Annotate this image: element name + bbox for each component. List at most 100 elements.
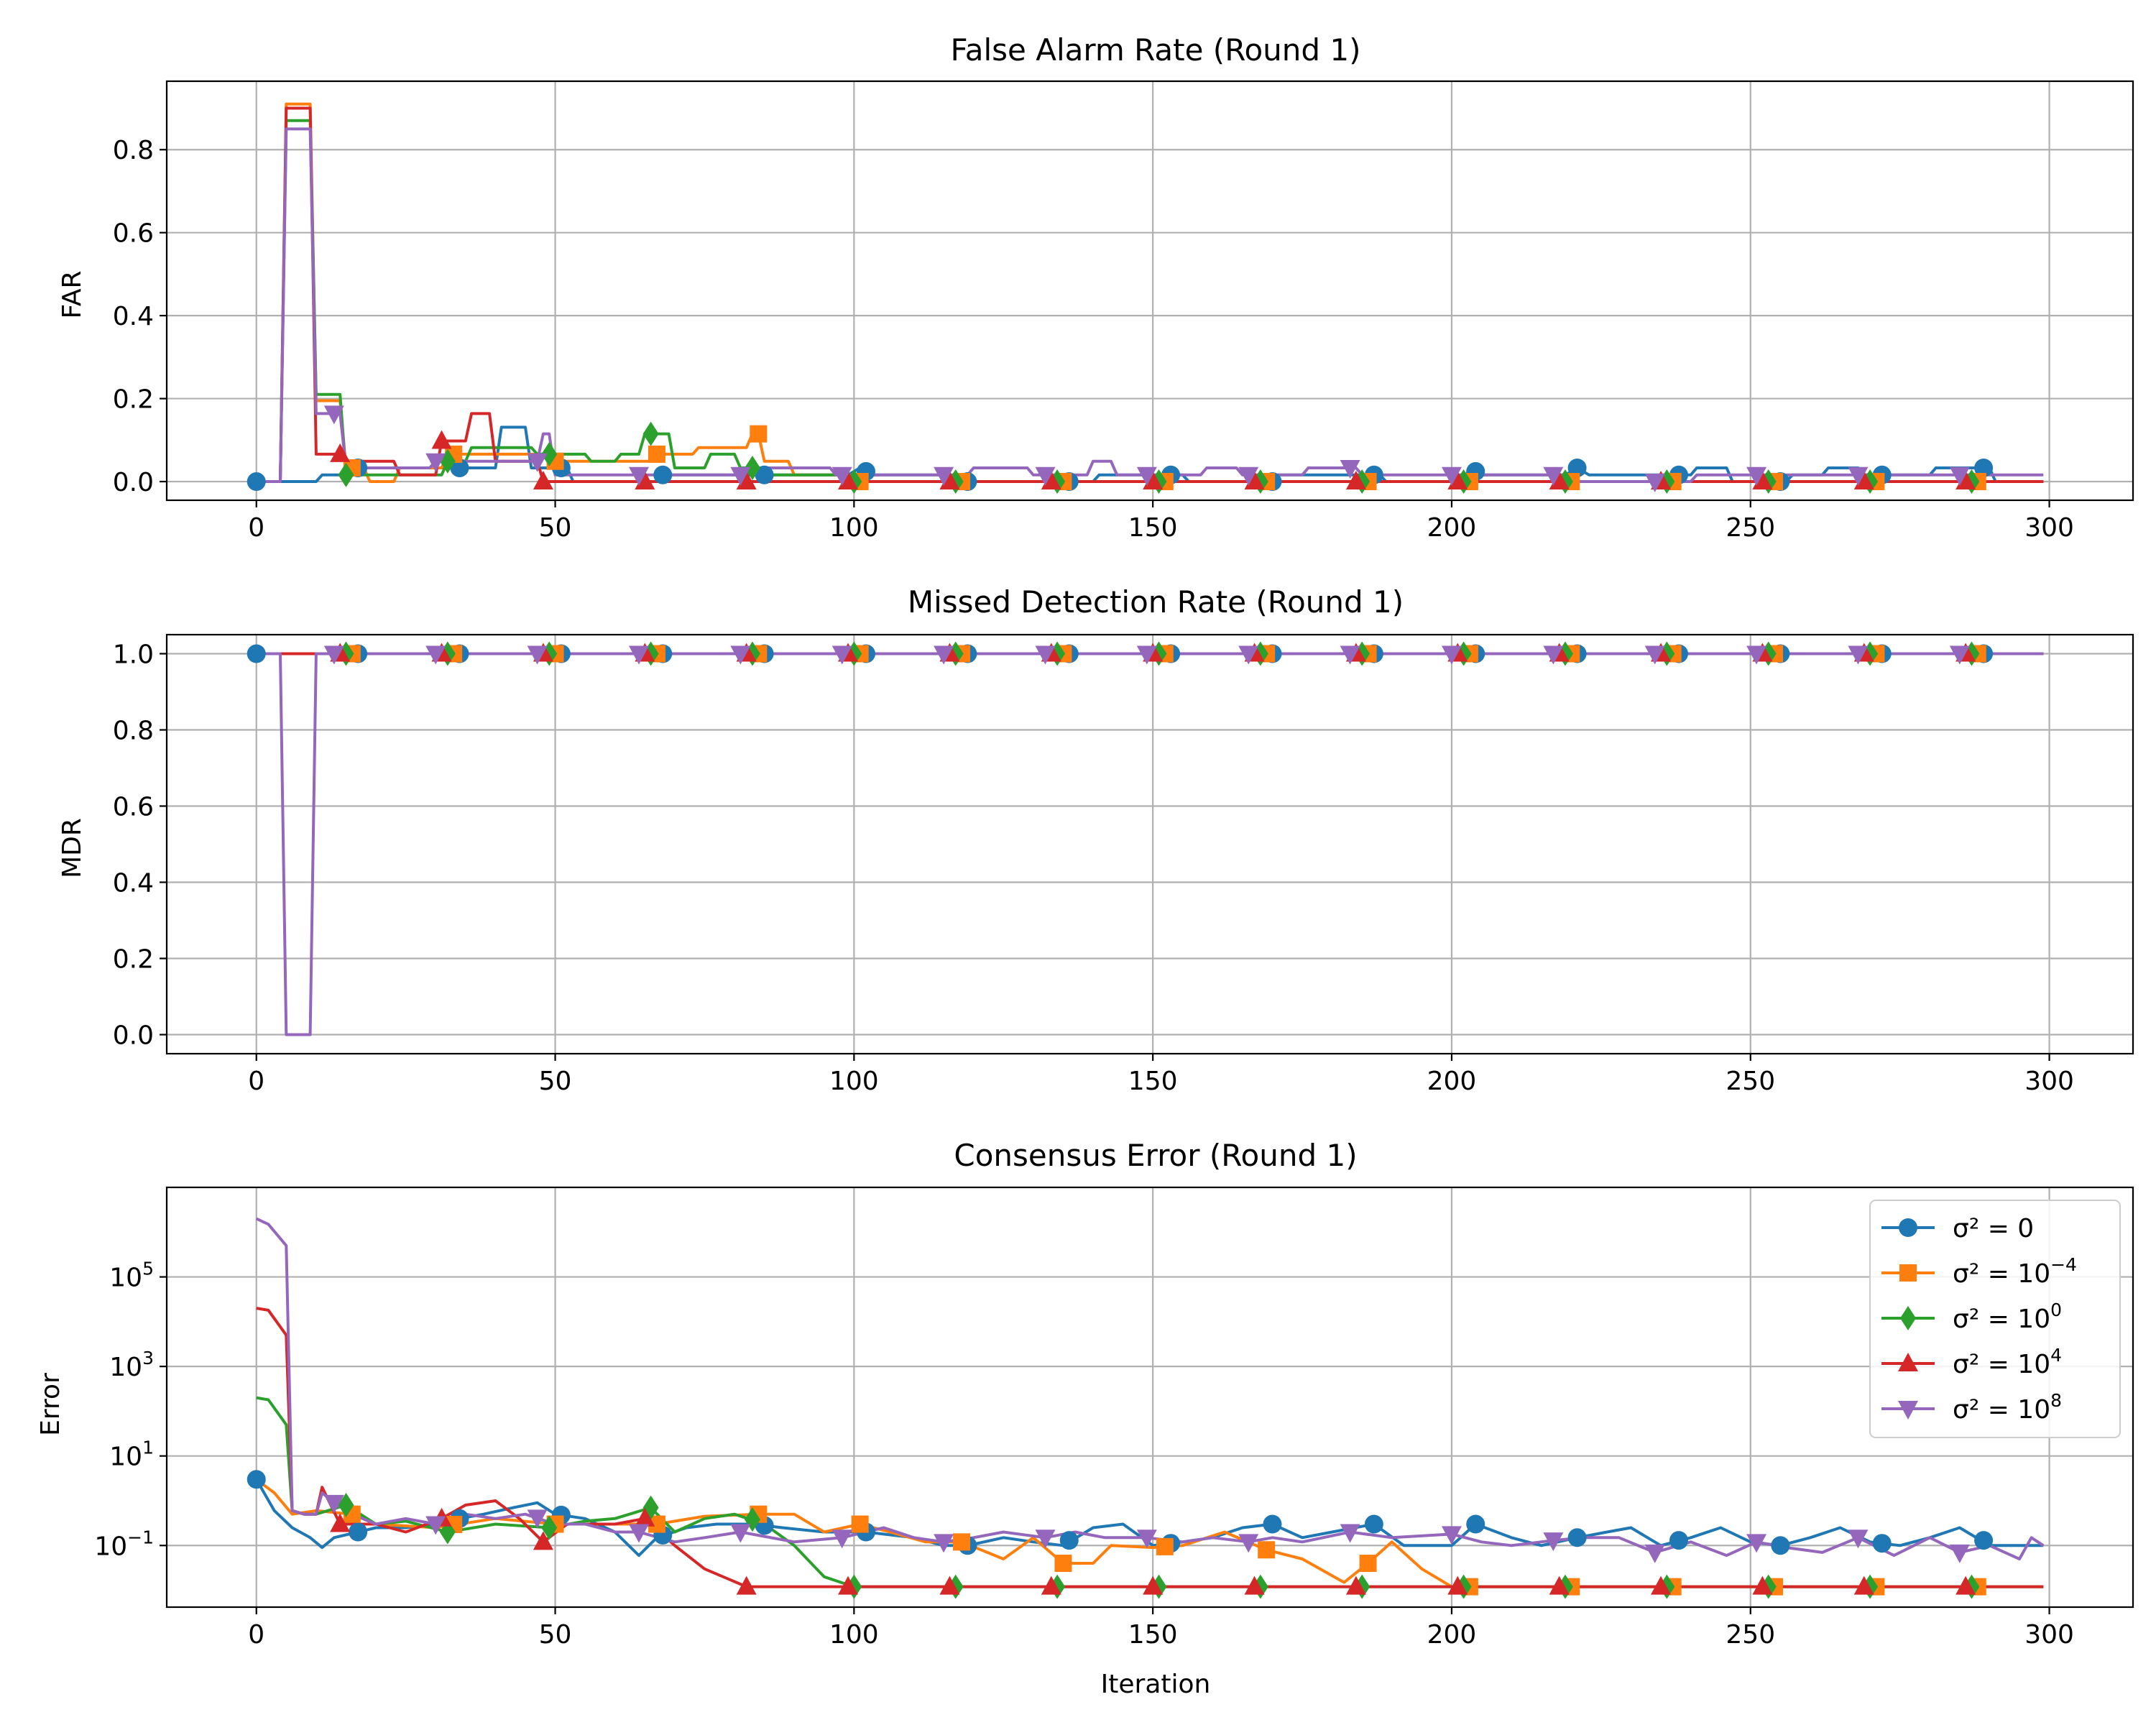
data-marker [1746, 645, 1767, 665]
data-marker [1136, 1530, 1157, 1549]
mdr-ylabel: MDR [57, 818, 87, 878]
data-marker [750, 425, 768, 443]
series-line [256, 1396, 2044, 1588]
data-marker [1035, 645, 1056, 665]
data-marker [1359, 1555, 1377, 1573]
data-marker [1853, 471, 1874, 490]
data-marker [831, 1530, 852, 1549]
data-marker [730, 1524, 751, 1543]
y-tick-label: 0.8 [113, 136, 154, 165]
data-marker [1644, 645, 1665, 665]
data-marker [831, 466, 852, 486]
data-marker [450, 458, 469, 477]
data-marker [1644, 474, 1665, 493]
legend-label: σ² = 100 [1953, 1300, 2062, 1334]
data-marker [838, 1576, 859, 1595]
data-marker [425, 645, 446, 665]
x-tick-label: 50 [539, 1620, 572, 1650]
x-tick-label: 150 [1128, 1620, 1178, 1650]
data-marker [1364, 1514, 1383, 1534]
data-marker [1035, 1530, 1056, 1549]
x-tick-label: 50 [539, 1067, 572, 1096]
far-ylabel: FAR [57, 270, 87, 318]
legend-label: σ² = 0 [1953, 1214, 2034, 1243]
x-tick-label: 0 [248, 513, 264, 543]
data-marker [755, 465, 774, 484]
legend-marker [1899, 1264, 1917, 1282]
data-marker [642, 421, 659, 446]
data-marker [1955, 1576, 1976, 1595]
data-marker [953, 1533, 971, 1551]
data-marker [648, 445, 665, 463]
subplot-mdr: Missed Detection Rate (Round 1) MDR 0 50 1… [57, 584, 2134, 1096]
data-marker [1054, 1555, 1072, 1573]
y-tick-label: 1.0 [113, 640, 154, 670]
data-marker [1669, 1531, 1688, 1550]
data-marker [533, 1531, 553, 1550]
data-marker [1549, 471, 1570, 490]
error-xlabel: Iteration [1101, 1670, 1211, 1699]
data-marker [934, 1534, 954, 1553]
data-marker [527, 1509, 548, 1529]
y-tick-label: 0.8 [113, 717, 154, 746]
y-tick-label: 0.0 [113, 468, 154, 497]
data-marker [1848, 1530, 1869, 1549]
far-title: False Alarm Rate (Round 1) [950, 32, 1360, 68]
data-marker [934, 645, 954, 665]
x-tick-label: 0 [248, 1620, 264, 1650]
data-marker [730, 645, 751, 665]
data-marker [744, 455, 760, 480]
subplot-error: Consensus Error (Round 1) Error Iteratio… [36, 1138, 2134, 1699]
data-marker [247, 1470, 266, 1489]
plot-frame [165, 633, 2134, 1055]
x-tick-label: 100 [829, 513, 879, 543]
data-marker [1340, 459, 1360, 479]
data-marker [1771, 1536, 1790, 1555]
series-line [256, 652, 2044, 1036]
y-tick-label: 0.2 [113, 385, 154, 415]
mdr-title: Missed Detection Rate (Round 1) [908, 584, 1404, 620]
data-marker [831, 645, 852, 665]
data-marker [1644, 1544, 1665, 1563]
data-marker [1244, 471, 1265, 490]
data-marker [1543, 466, 1564, 486]
y-tick-label: 103 [109, 1348, 154, 1382]
data-marker [1059, 1531, 1079, 1550]
legend-label: σ² = 10−4 [1953, 1254, 2077, 1289]
data-marker [1340, 645, 1360, 665]
data-marker [1238, 1534, 1259, 1553]
data-marker [323, 405, 344, 425]
data-marker [1651, 1576, 1672, 1595]
data-marker [1345, 471, 1366, 490]
data-marker [1543, 645, 1564, 665]
series-line [256, 106, 2044, 483]
data-marker [349, 1522, 368, 1542]
data-marker [1949, 1544, 1970, 1563]
data-marker [1345, 1576, 1366, 1595]
y-tick-label: 0.4 [113, 302, 154, 331]
data-marker [939, 1576, 960, 1595]
data-marker [939, 471, 960, 490]
data-marker [338, 1493, 354, 1518]
data-marker [1035, 466, 1056, 486]
data-marker [1263, 1514, 1282, 1534]
data-marker [1974, 1531, 1994, 1550]
data-marker [838, 471, 859, 490]
data-marker [628, 645, 649, 665]
data-marker [1848, 645, 1869, 665]
data-marker [338, 462, 354, 487]
legend-marker [1899, 1218, 1917, 1237]
legend-marker [1900, 1306, 1916, 1330]
series-line [256, 102, 2044, 483]
y-tick-label: 0.4 [113, 869, 154, 898]
series-line [255, 1217, 2045, 1560]
legend-marker [1898, 1353, 1918, 1371]
data-marker [736, 1576, 757, 1595]
data-marker [1949, 645, 1970, 665]
data-marker [1136, 645, 1157, 665]
data-marker [541, 441, 558, 466]
x-tick-label: 300 [2024, 513, 2074, 543]
data-marker [1567, 1528, 1587, 1547]
y-tick-label: 0.6 [113, 793, 154, 822]
